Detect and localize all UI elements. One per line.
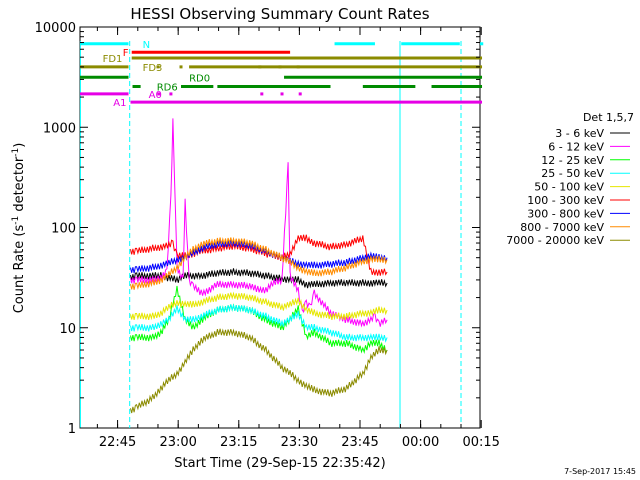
y-tick-label: 10000 — [35, 21, 76, 36]
series-line-7000-20000-kev — [130, 328, 388, 414]
series-line-800-7000-kev — [130, 236, 388, 290]
series-line-50-100-kev — [130, 291, 388, 321]
y-tick-label: 10 — [59, 322, 76, 337]
legend-label-800-7000-kev: 800 - 7000 keV — [520, 221, 604, 234]
x-axis-label: Start Time (29-Sep-15 22:35:42) — [174, 456, 385, 471]
footer-date: 7-Sep-2017 15:45 — [564, 467, 636, 476]
flag-dot-a0 — [169, 92, 173, 96]
legend-label-50-100-kev: 50 - 100 keV — [534, 181, 604, 194]
series-line-3-6-kev — [130, 268, 388, 289]
flag-dot-fd3 — [258, 65, 262, 69]
x-tick-label: 23:00 — [159, 435, 196, 450]
legend-label-25-50-kev: 25 - 50 keV — [541, 167, 604, 180]
legend-label-6-12-kev: 6 - 12 keV — [548, 140, 604, 153]
flag-dot-a0 — [157, 92, 161, 96]
flag-label-n: N — [143, 40, 150, 51]
flag-dot-a0 — [260, 92, 264, 96]
flag-label-a1: A1 — [113, 98, 126, 109]
legend-label-7000-20000-kev: 7000 - 20000 keV — [506, 234, 604, 247]
series-lines — [130, 118, 388, 414]
flag-label-rd0: RD0 — [189, 73, 210, 84]
legend-label-12-25-kev: 12 - 25 keV — [541, 154, 604, 167]
series-line-25-50-kev — [130, 303, 388, 343]
chart-title: HESSI Observing Summary Count Rates — [130, 5, 429, 23]
legend-label-3-6-kev: 3 - 6 keV — [555, 127, 604, 140]
flag-dot-fd3 — [296, 65, 300, 69]
x-tick-label: 00:15 — [462, 435, 499, 450]
legend-label-100-300-kev: 100 - 300 keV — [527, 194, 604, 207]
flag-dot-fd3 — [156, 65, 160, 69]
x-axis: 22:45 23:00 23:15 23:30 23:45 00:00 00:15 — [96, 27, 500, 450]
y-axis-label: Count Rate (s-1 detector-1) — [11, 143, 27, 314]
x-tick-label: 23:15 — [220, 435, 257, 450]
flag-dot-fd3 — [278, 65, 282, 69]
night-markers — [79, 41, 462, 428]
series-line-6-12-kev — [130, 118, 388, 328]
y-tick-label: 1 — [68, 422, 76, 437]
y-tick-label: 1000 — [43, 121, 76, 136]
flag-label-rd6: RD6 — [157, 82, 178, 93]
flag-dot-a0 — [298, 92, 302, 96]
flag-dot-fd3 — [179, 65, 183, 69]
flag-label-f: F — [123, 48, 129, 59]
flag-label-fd1: FD1 — [103, 54, 123, 65]
flag-dot-a0 — [280, 92, 284, 96]
legend-label-300-800-kev: 300 - 800 keV — [527, 207, 604, 220]
flag-label-a0: A0 — [149, 90, 162, 101]
x-tick-label: 23:30 — [281, 435, 318, 450]
y-axis: 1 10 100 1000 10000 — [35, 21, 480, 437]
y-tick-label: 100 — [51, 222, 76, 237]
x-tick-label: 22:45 — [99, 435, 136, 450]
flag-label-fd3: FD3 — [143, 63, 163, 74]
x-tick-label: 00:00 — [402, 435, 439, 450]
legend-title: Det 1,5,7 — [583, 111, 634, 124]
x-tick-label: 23:45 — [341, 435, 378, 450]
